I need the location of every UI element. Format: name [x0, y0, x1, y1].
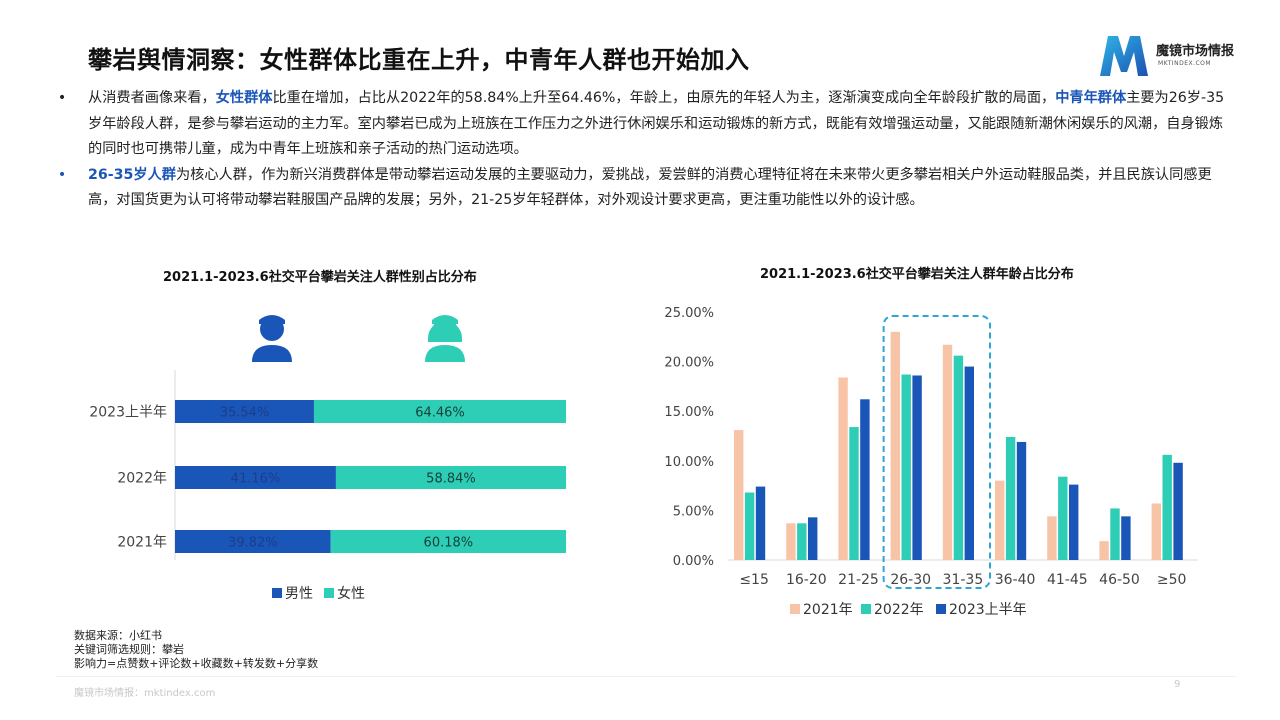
bullet-1-highlight-a: 女性群体	[215, 90, 273, 106]
age-category-label: 16-20	[786, 572, 827, 588]
age-category-label: 26-30	[890, 572, 931, 588]
female-bar	[313, 400, 566, 423]
age-bar	[1173, 462, 1183, 560]
age-bar	[1016, 441, 1027, 560]
bullet-2-highlight: 26-35岁人群	[88, 166, 176, 183]
bullet-item-1: • 从消费者画像来看，女性群体比重在增加，占比从2022年的58.84%上升至6…	[56, 86, 1236, 163]
age-bar	[797, 523, 807, 560]
female-bar	[335, 466, 566, 489]
age-bar	[1121, 516, 1131, 560]
age-chart: 0.00% 5.00% 10.00% 15.00% 20.00% 25.00% ≤15 16-…	[664, 306, 1198, 618]
age-bar	[849, 427, 859, 560]
page-number: 9	[1174, 679, 1181, 690]
age-bar	[755, 486, 766, 560]
bullet-item-2: • 26-35岁人群为核心人群，作为新兴消费群体是带动攀岩运动发展的主要驱动力，…	[56, 163, 1236, 214]
age-bar	[942, 344, 953, 560]
keyword-rule: 关键词筛选规则：攀岩	[74, 643, 184, 656]
female-bar	[330, 530, 566, 553]
male-icon	[252, 315, 292, 362]
male-value-label: 35.54%	[220, 406, 270, 421]
age-ytick-label: 20.00%	[664, 356, 714, 371]
age-bar	[912, 375, 922, 560]
age-bar	[786, 523, 796, 560]
age-ytick-label: 15.00%	[664, 405, 714, 420]
gender-category-label: 2023上半年	[89, 405, 167, 421]
age-ytick-label: 10.00%	[664, 455, 714, 470]
footer-divider	[56, 676, 1236, 677]
age-bar	[1151, 503, 1161, 560]
age-category-label: ≥50	[1157, 572, 1187, 588]
legend-swatch-female	[324, 588, 334, 598]
female-value-label: 64.46%	[415, 406, 465, 421]
age-category-label: ≤15	[739, 572, 769, 588]
gender-category-label: 2021年	[117, 535, 167, 551]
legend-label-male: 男性	[285, 586, 313, 602]
age-legend-label: 2021年	[803, 602, 853, 618]
age-bar	[995, 480, 1005, 560]
male-bar	[175, 400, 314, 423]
male-bar	[175, 530, 331, 553]
age-bar	[1069, 484, 1079, 560]
logo-subtitle: MKTINDEX.COM	[1158, 60, 1212, 67]
brand-logo: 魔镜市场情报 MKTINDEX.COM	[1096, 32, 1246, 78]
footer-notes: 数据来源：小红书 关键词筛选规则：攀岩 影响力=点赞数+评论数+收藏数+转发数+…	[74, 629, 318, 671]
gender-chart-title: 2021.1-2023.6社交平台攀岩关注人群性别占比分布	[163, 270, 477, 285]
bullet-dot-icon: •	[57, 90, 67, 106]
age-bar	[1047, 516, 1057, 560]
page-title: 攀岩舆情洞察：女性群体比重在上升，中青年人群也开始加入	[88, 46, 750, 74]
age-bar	[1005, 436, 1016, 560]
age-bar	[808, 517, 818, 560]
age-bar	[1099, 541, 1109, 560]
female-value-label: 60.18%	[424, 536, 474, 551]
insight-bullets: • 从消费者画像来看，女性群体比重在增加，占比从2022年的58.84%上升至6…	[56, 86, 1236, 214]
logo-name: 魔镜市场情报	[1156, 44, 1235, 59]
male-value-label: 41.16%	[231, 472, 281, 487]
age-bar	[1058, 476, 1068, 560]
data-source: 数据来源：小红书	[74, 629, 162, 642]
age-bar	[964, 366, 974, 560]
gender-category-label: 2022年	[117, 471, 167, 487]
age-legend-swatch	[936, 604, 946, 614]
age-bar	[953, 355, 964, 560]
bullet-1-text-a: 从消费者画像来看，	[88, 90, 216, 106]
bullet-1-text-c: 主要为26岁-35岁年龄段人群，是参与攀岩运动的主力军。室内攀岩已成为上班族在工…	[88, 90, 1225, 157]
logo-mark-icon	[1100, 36, 1148, 76]
bullet-2-text: 为核心人群，作为新兴消费群体是带动攀岩运动发展的主要驱动力，爱挑战，爱尝鲜的消费…	[88, 166, 1212, 209]
age-ytick-label: 5.00%	[673, 504, 714, 519]
female-value-label: 58.84%	[426, 472, 476, 487]
age-ytick-label: 0.00%	[673, 554, 714, 569]
age-bar	[734, 430, 744, 560]
age-category-label: 46-50	[1099, 572, 1140, 588]
influence-formula: 影响力=点赞数+评论数+收藏数+转发数+分享数	[74, 657, 319, 670]
footer-site: 魔镜市场情报：mktindex.com	[74, 688, 216, 699]
age-legend-label: 2022年	[874, 602, 924, 618]
gender-chart: 2023上半年 35.54% 64.46% 2022年 41.16% 58.84% 2021…	[89, 315, 566, 602]
highlight-box	[882, 315, 992, 589]
age-chart-title: 2021.1-2023.6社交平台攀岩关注人群年龄占比分布	[760, 267, 1074, 282]
male-bar	[175, 466, 336, 489]
age-bar	[890, 331, 900, 560]
age-bar	[838, 377, 848, 560]
female-icon	[425, 315, 465, 362]
age-category-label: 21-25	[838, 572, 879, 588]
age-legend-swatch	[861, 604, 871, 614]
age-category-label: 41-45	[1047, 572, 1088, 588]
age-bar	[860, 399, 870, 560]
age-bar	[1162, 454, 1172, 560]
age-bar	[744, 492, 755, 560]
age-ytick-label: 25.00%	[664, 306, 714, 321]
age-legend-label: 2023上半年	[949, 602, 1027, 618]
legend-label-female: 女性	[337, 585, 365, 602]
age-bar	[1110, 508, 1120, 560]
age-category-label: 31-35	[943, 572, 984, 588]
bullet-1-text-b: 比重在增加，占比从2022年的58.84%上升至64.46%，年龄上，由原先的年…	[272, 90, 1056, 106]
male-value-label: 39.82%	[228, 536, 278, 551]
legend-swatch-male	[272, 588, 282, 598]
bullet-1-highlight-b: 中青年群体	[1055, 90, 1127, 106]
age-legend-swatch	[790, 604, 800, 614]
bullet-dot-icon: •	[57, 166, 67, 183]
age-bar	[901, 374, 911, 560]
age-category-label: 36-40	[995, 572, 1036, 588]
